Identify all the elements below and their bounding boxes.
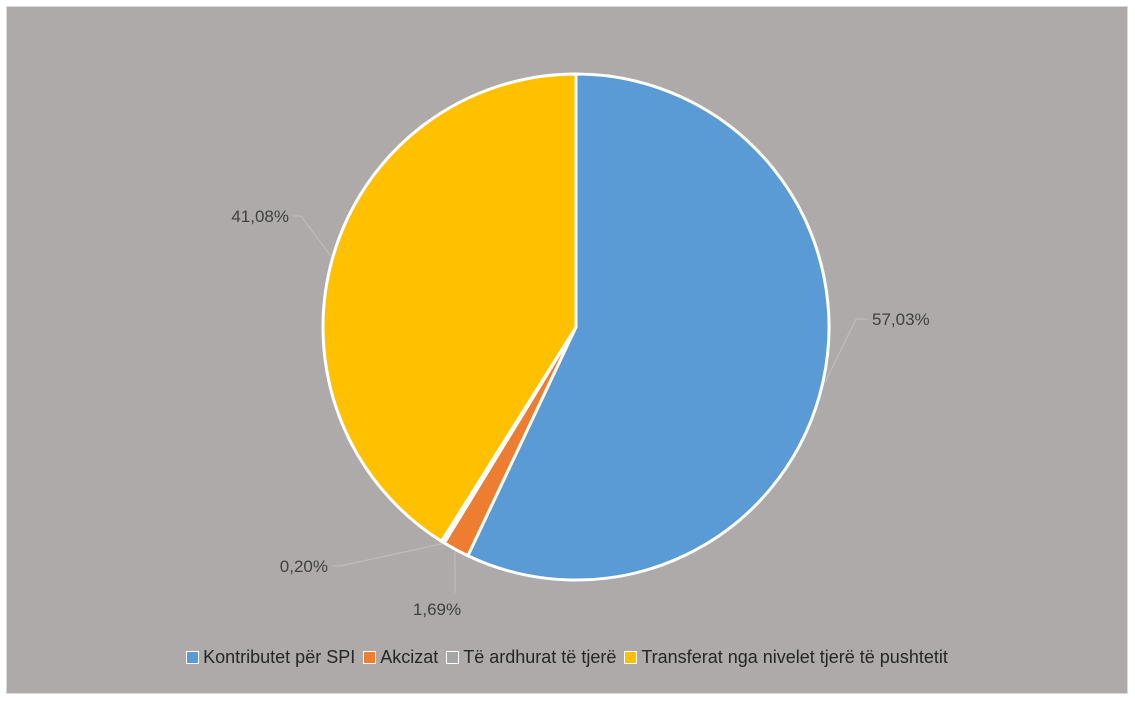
legend-item-1: Kontributet për SPI <box>186 647 355 668</box>
legend-swatch-3 <box>446 651 460 664</box>
data-labels: 57,03% 1,69% 0,20% 41,08% <box>231 207 929 619</box>
legend-label-3: Të ardhurat të tjerë <box>463 647 617 667</box>
legend-swatch-1 <box>186 651 200 664</box>
data-label-3: 0,20% <box>280 557 328 576</box>
pie-slice-4 <box>321 72 578 543</box>
pie-slice-1 <box>466 72 831 582</box>
chart-area: 57,03% 1,69% 0,20% 41,08% Kontributet për S… <box>6 6 1128 694</box>
legend-swatch-2 <box>363 651 377 664</box>
data-label-2: 1,69% <box>413 600 461 619</box>
data-label-4: 41,08% <box>231 207 289 226</box>
pie-slices <box>321 72 831 582</box>
legend-label-1: Kontributet për SPI <box>203 647 356 667</box>
leader-lines <box>293 215 868 594</box>
leader-line-1 <box>824 318 868 384</box>
leader-line-3 <box>332 543 442 567</box>
legend-label-4: Transferat nga nivelet tjerë të pushteti… <box>641 647 948 667</box>
chart-legend: Kontributet për SPI Akcizat Të ardhurat të… <box>7 647 1127 668</box>
legend-label-2: Akcizat <box>380 647 439 667</box>
pie-chart: 57,03% 1,69% 0,20% 41,08% <box>231 72 930 619</box>
legend-item-3: Të ardhurat të tjerë <box>446 647 616 668</box>
data-label-1: 57,03% <box>872 310 930 329</box>
leader-line-4 <box>293 215 332 257</box>
legend-item-2: Akcizat <box>363 647 438 668</box>
legend-swatch-4 <box>624 651 638 664</box>
legend-item-4: Transferat nga nivelet tjerë të pushteti… <box>624 647 948 668</box>
